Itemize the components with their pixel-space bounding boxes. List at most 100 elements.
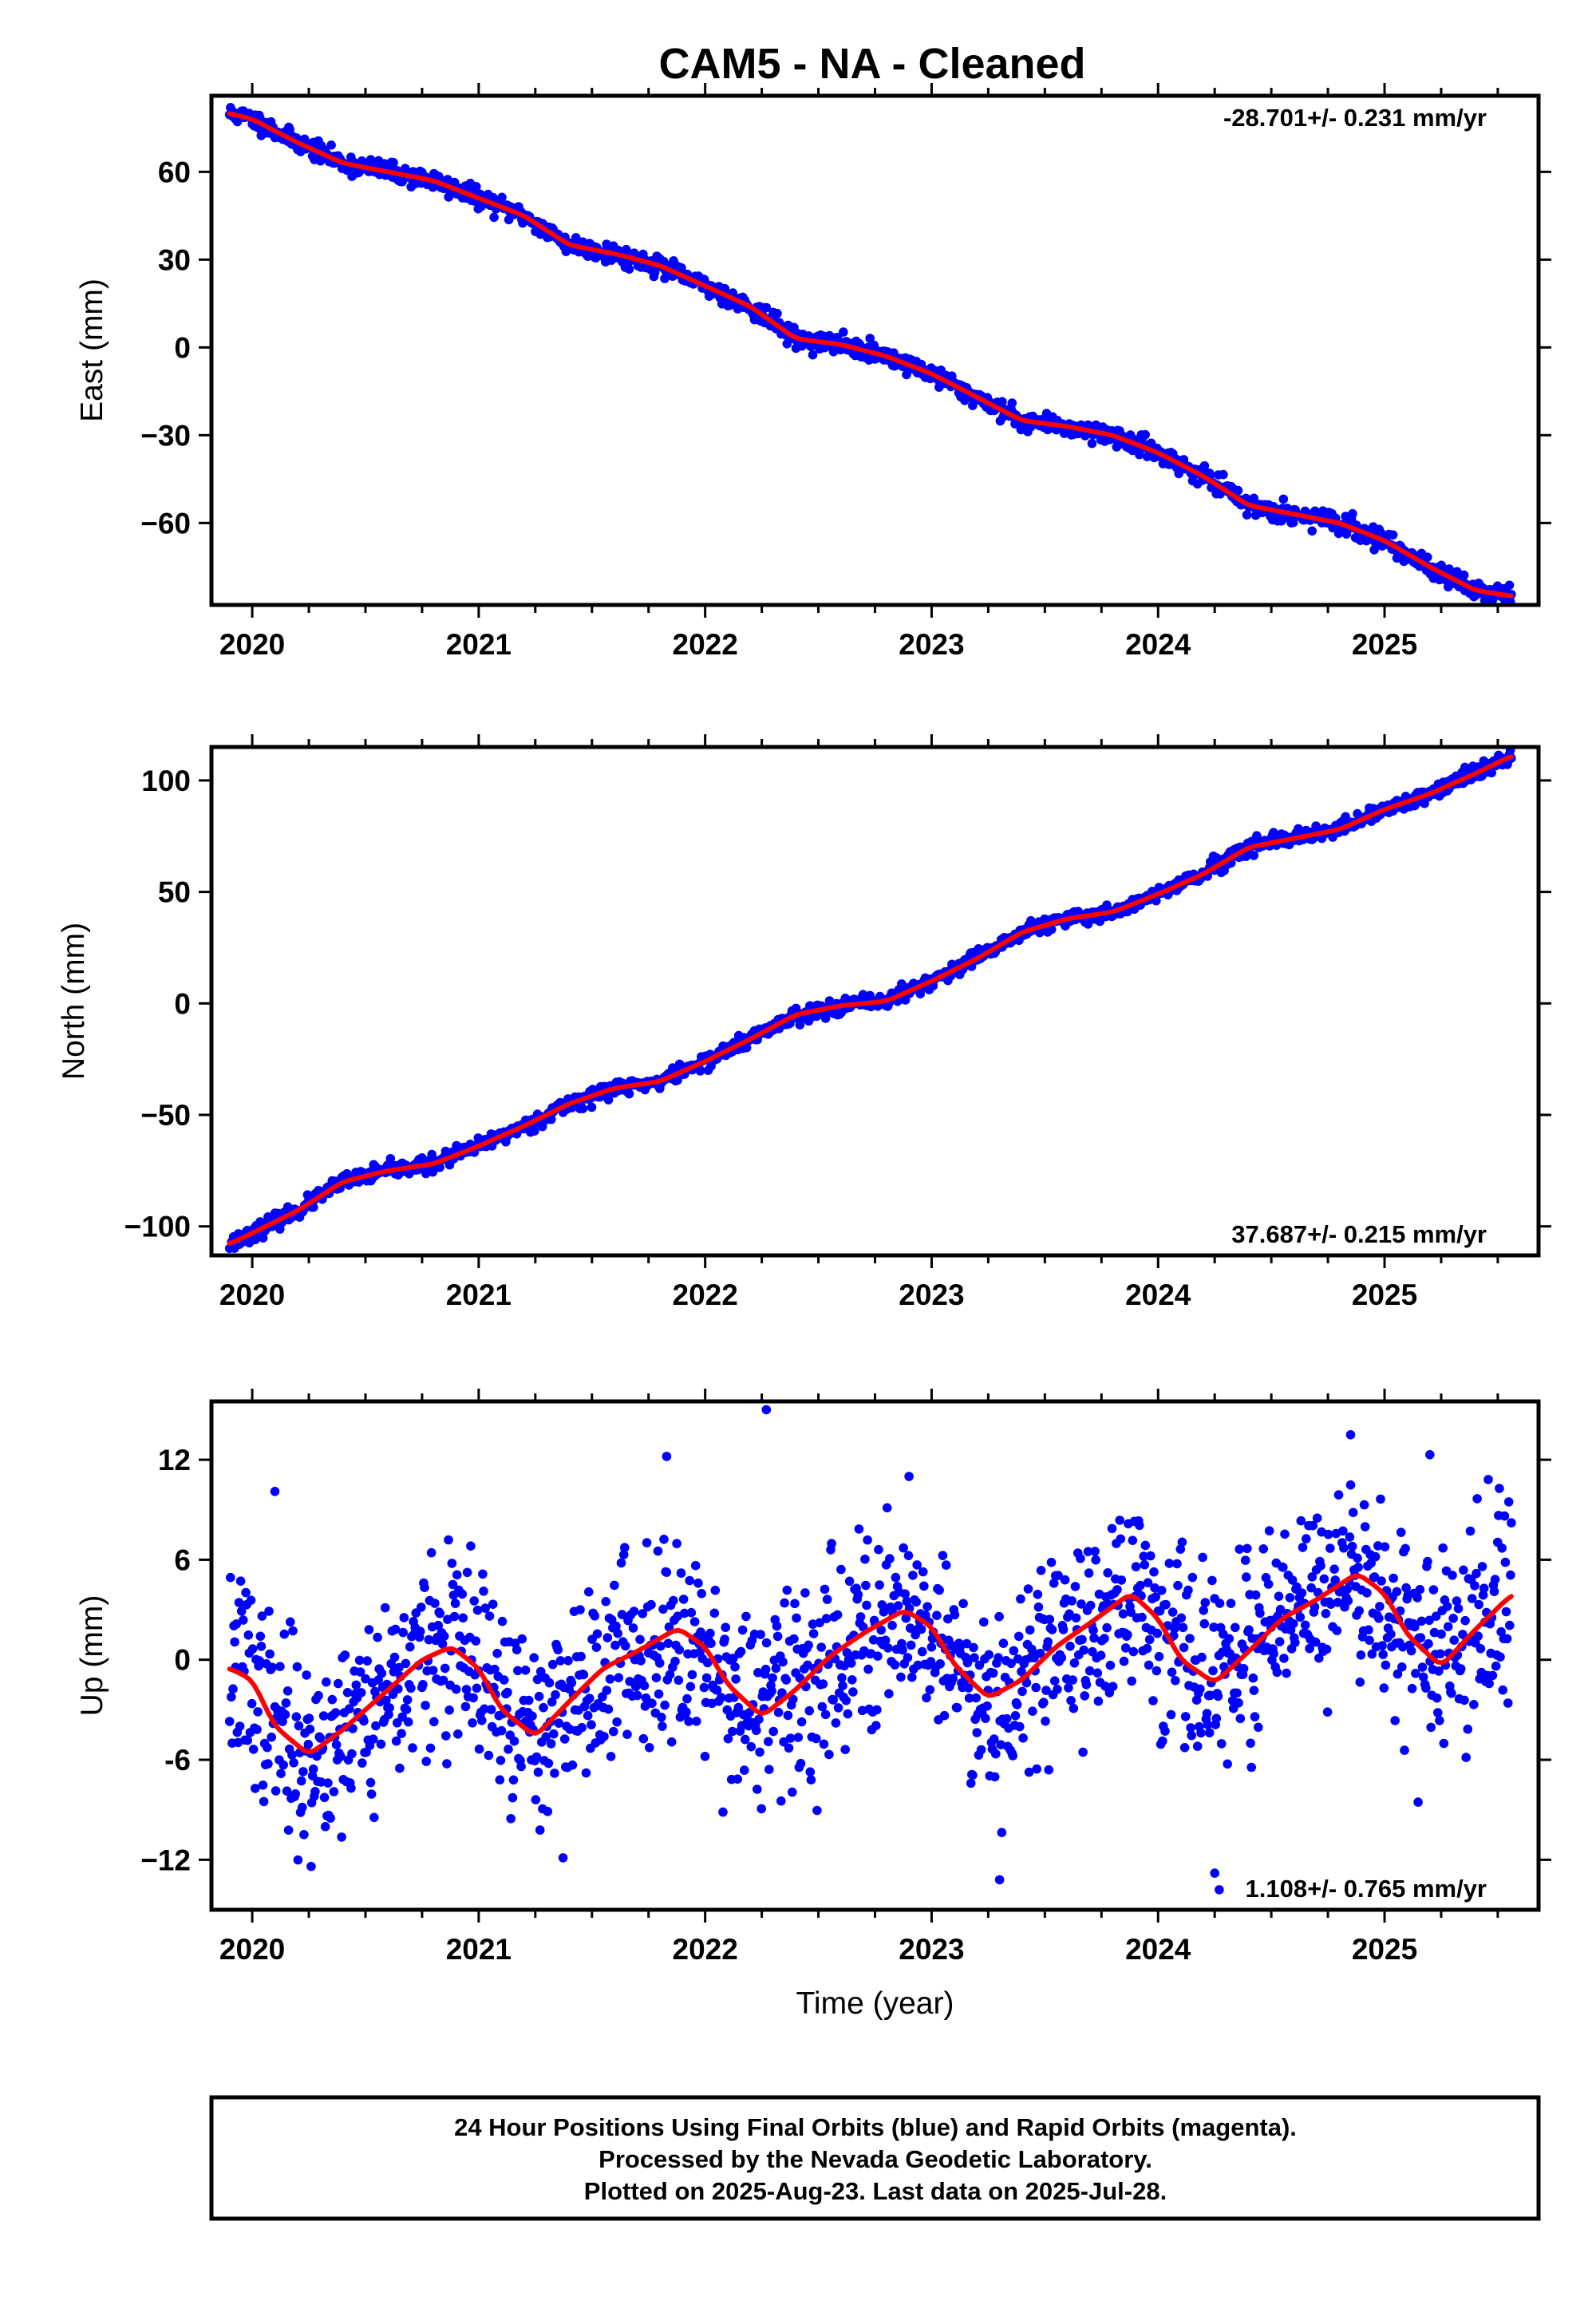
data-point: [1461, 1753, 1471, 1762]
y-tick-label: 60: [158, 156, 191, 188]
data-point: [1307, 526, 1317, 536]
data-point: [822, 1595, 832, 1604]
data-point: [753, 1784, 762, 1794]
data-point: [305, 1724, 315, 1734]
data-point: [1417, 1662, 1428, 1672]
data-point: [1065, 1642, 1075, 1651]
data-point: [1127, 1676, 1136, 1686]
data-point: [356, 1688, 366, 1697]
footer-line-1: 24 Hour Positions Using Final Orbits (bl…: [454, 2113, 1297, 2141]
data-point: [543, 1758, 554, 1769]
data-point: [863, 1664, 873, 1674]
data-point: [622, 1729, 632, 1739]
data-point: [760, 1664, 771, 1674]
data-point: [621, 1641, 630, 1651]
data-point: [235, 1576, 246, 1586]
data-point: [1302, 1534, 1311, 1543]
data-point: [1008, 1751, 1017, 1761]
x-tick-label: 2021: [446, 1933, 512, 1966]
data-point: [1503, 1698, 1513, 1708]
data-point: [804, 1705, 814, 1716]
data-point: [1234, 1698, 1243, 1708]
up-rate-label: 1.108+/- 0.765 mm/yr: [1246, 1875, 1487, 1903]
north-rate-label: 37.687+/- 0.215 mm/yr: [1231, 1220, 1487, 1248]
data-point: [771, 1663, 781, 1674]
data-point: [1067, 1596, 1077, 1606]
data-point: [497, 1616, 508, 1626]
data-point: [1160, 1726, 1170, 1736]
data-point: [908, 1571, 918, 1580]
data-point: [1196, 1728, 1206, 1738]
data-point: [635, 1634, 645, 1645]
y-tick-label: 30: [158, 243, 191, 276]
data-point: [1085, 1600, 1096, 1611]
data-point: [1329, 1564, 1339, 1574]
data-point: [591, 1642, 602, 1652]
data-point: [302, 1670, 311, 1680]
data-point: [289, 1758, 298, 1768]
data-point: [730, 1662, 740, 1672]
data-point: [1123, 1630, 1132, 1640]
data-point-outlier: [761, 1405, 772, 1415]
data-point: [1064, 1683, 1073, 1693]
data-point: [678, 1595, 689, 1604]
data-point: [847, 1675, 857, 1685]
x-tick-label: 2025: [1352, 628, 1417, 661]
data-point: [1380, 1542, 1390, 1551]
data-point: [1044, 1765, 1053, 1775]
data-point: [701, 1673, 712, 1683]
data-point: [592, 1629, 602, 1639]
data-point: [298, 1767, 308, 1777]
data-point: [1047, 1625, 1057, 1634]
data-point: [1359, 1500, 1369, 1510]
data-point: [337, 1832, 346, 1842]
data-point: [304, 1713, 314, 1723]
data-point: [444, 1535, 453, 1545]
data-point: [368, 1734, 378, 1744]
data-point: [468, 1693, 478, 1703]
data-point: [1250, 1712, 1260, 1721]
data-point: [1348, 508, 1357, 519]
data-point: [710, 1585, 721, 1595]
data-point: [968, 1770, 978, 1780]
data-point-outlier: [1345, 1430, 1356, 1440]
data-point: [512, 1645, 522, 1654]
data-point: [544, 1678, 555, 1688]
data-point: [1432, 1693, 1442, 1703]
data-point: [1489, 1587, 1499, 1596]
data-point: [408, 1743, 417, 1753]
data-point: [373, 1632, 382, 1642]
data-point: [1460, 1695, 1469, 1705]
data-point: [1128, 1646, 1139, 1657]
data-point: [1066, 1696, 1076, 1705]
data-point: [506, 1814, 516, 1824]
data-point: [359, 1716, 369, 1726]
data-point: [1355, 1678, 1365, 1687]
data-point: [1460, 1615, 1470, 1626]
data-point: [629, 1607, 639, 1616]
data-point: [934, 1585, 944, 1595]
data-point: [874, 1544, 883, 1555]
x-tick-label: 2025: [1352, 1933, 1417, 1966]
data-point: [1443, 1622, 1453, 1632]
data-point-outlier: [662, 1452, 672, 1461]
data-point: [906, 1640, 916, 1650]
data-point: [1249, 493, 1258, 504]
data-point: [543, 1807, 553, 1816]
data-point: [883, 1643, 893, 1653]
data-point: [767, 1686, 776, 1696]
data-point: [1342, 1584, 1352, 1595]
data-point: [699, 1682, 709, 1693]
data-point: [939, 1710, 950, 1721]
data-point: [567, 1678, 577, 1688]
data-point: [319, 1792, 330, 1803]
data-point: [401, 1705, 412, 1714]
data-point: [1088, 1625, 1098, 1635]
data-point: [653, 1546, 663, 1556]
x-tick-label: 2022: [673, 1933, 738, 1966]
data-point: [527, 1711, 537, 1721]
data-point: [418, 1680, 428, 1690]
data-point: [838, 1681, 847, 1690]
data-point: [1453, 1603, 1464, 1614]
x-tick-label: 2024: [1125, 1279, 1191, 1311]
